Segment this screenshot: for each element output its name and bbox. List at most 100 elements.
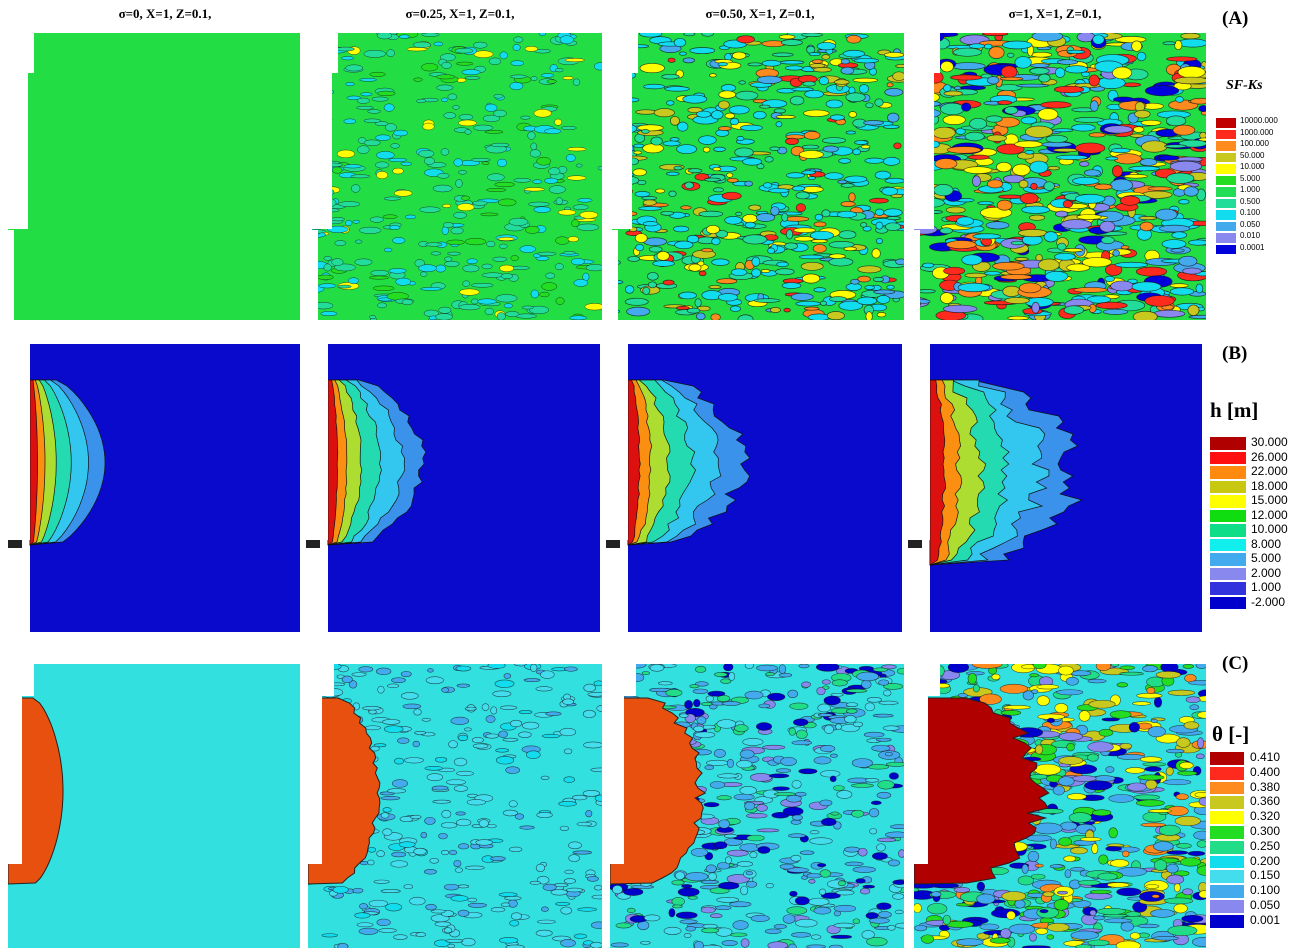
theta-contour-patch bbox=[523, 678, 541, 682]
theta-contour-patch bbox=[393, 934, 408, 940]
theta-contour-patch bbox=[694, 731, 716, 738]
ks-contour-patch bbox=[536, 251, 557, 256]
theta-contour-patch bbox=[732, 920, 749, 930]
theta-contour-patch bbox=[1125, 911, 1141, 917]
theta-contour-patch bbox=[871, 744, 891, 752]
ks-contour-patch bbox=[320, 311, 338, 317]
ks-contour-patch bbox=[470, 157, 491, 162]
ks-contour-patch bbox=[1012, 163, 1031, 176]
legend-swatch bbox=[1216, 210, 1236, 220]
theta-contour-patch bbox=[830, 934, 852, 939]
ks-contour-patch bbox=[726, 177, 739, 183]
ks-contour-patch bbox=[1177, 66, 1206, 79]
theta-contour-patch bbox=[953, 886, 971, 893]
theta-contour-patch bbox=[1132, 701, 1151, 706]
theta-contour-patch bbox=[820, 770, 841, 778]
theta-contour-patch bbox=[791, 740, 813, 746]
theta-contour-patch bbox=[455, 811, 466, 816]
ks-contour-patch bbox=[382, 214, 398, 219]
ks-contour-patch bbox=[627, 256, 641, 262]
theta-contour-patch bbox=[454, 867, 463, 873]
ks-contour-patch bbox=[886, 82, 894, 88]
ks-contour-patch bbox=[570, 258, 585, 266]
ks-contour-patch bbox=[769, 146, 780, 151]
ks-contour-patch bbox=[512, 43, 521, 51]
theta-contour-patch bbox=[1140, 822, 1167, 828]
theta-contour-patch bbox=[844, 846, 861, 853]
theta-contour-patch bbox=[1053, 899, 1069, 911]
theta-contour-patch bbox=[1155, 671, 1181, 679]
theta-contour-patch bbox=[498, 892, 518, 897]
ks-contour-patch bbox=[533, 109, 552, 118]
ks-contour-patch bbox=[821, 54, 831, 60]
theta-contour-patch bbox=[1133, 794, 1161, 801]
theta-contour-patch bbox=[360, 861, 369, 866]
theta-contour-patch bbox=[358, 666, 374, 673]
theta-contour-patch bbox=[596, 705, 602, 712]
theta-contour-patch bbox=[746, 813, 768, 819]
ks-contour-patch bbox=[726, 172, 734, 178]
ks-contour-patch bbox=[883, 208, 903, 217]
ks-contour-patch bbox=[635, 109, 658, 115]
legend-swatch bbox=[1210, 582, 1246, 595]
theta-contour-patch bbox=[999, 683, 1029, 694]
theta-contour-patch bbox=[1032, 664, 1047, 670]
ks-contour-patch bbox=[593, 62, 602, 71]
theta-contour-patch bbox=[391, 851, 407, 858]
theta-contour-patch bbox=[1029, 933, 1037, 942]
ks-contour-patch bbox=[967, 154, 990, 160]
theta-contour-patch bbox=[1058, 756, 1084, 765]
theta-contour-patch bbox=[576, 821, 593, 827]
ks-contour-patch bbox=[1198, 105, 1206, 113]
ks-contour-patch bbox=[418, 264, 437, 273]
ks-contour-patch bbox=[1134, 109, 1151, 119]
ks-contour-patch bbox=[1057, 59, 1079, 65]
theta-contour-patch bbox=[564, 666, 578, 672]
theta-contour-patch bbox=[560, 938, 576, 948]
theta-contour-patch bbox=[1049, 864, 1064, 869]
theta-contour-patch bbox=[1147, 726, 1166, 738]
ks-contour-patch bbox=[874, 208, 885, 216]
ks-contour-patch bbox=[356, 97, 370, 104]
theta-contour-patch bbox=[729, 932, 748, 937]
ks-contour-patch bbox=[358, 226, 382, 234]
theta-contour-patch bbox=[831, 679, 848, 687]
theta-contour-patch bbox=[799, 850, 815, 855]
ks-contour-patch bbox=[800, 261, 824, 271]
ks-contour-patch bbox=[585, 264, 602, 272]
ks-contour-patch bbox=[952, 47, 983, 57]
legend-value: 0.150 bbox=[1250, 868, 1281, 883]
ks-contour-patch bbox=[871, 248, 881, 259]
theta-contour-patch bbox=[475, 839, 493, 846]
ks-contour-patch bbox=[798, 150, 824, 159]
ks-contour-patch bbox=[1105, 156, 1119, 161]
theta-contour-patch bbox=[720, 678, 732, 684]
ks-contour-patch bbox=[567, 147, 587, 152]
theta-contour-patch bbox=[1039, 909, 1049, 914]
ks-contour-patch bbox=[881, 186, 899, 196]
ks-contour-patch bbox=[813, 287, 827, 293]
theta-contour-patch bbox=[791, 932, 812, 938]
ks-contour-patch bbox=[1112, 165, 1123, 178]
ks-contour-patch bbox=[334, 240, 347, 246]
theta-contour-patch bbox=[373, 879, 390, 884]
ks-contour-patch bbox=[1076, 214, 1102, 220]
theta-contour-patch bbox=[445, 938, 464, 943]
ks-contour-patch bbox=[829, 296, 847, 302]
ks-contour-patch bbox=[873, 289, 896, 295]
ks-contour-patch bbox=[481, 161, 490, 165]
ks-contour-patch bbox=[668, 190, 677, 197]
theta-contour-patch bbox=[1034, 763, 1062, 776]
ks-contour-patch bbox=[711, 258, 730, 266]
ks-contour-patch bbox=[530, 76, 538, 82]
ks-contour-patch bbox=[499, 51, 508, 60]
theta-contour-patch bbox=[1006, 910, 1016, 920]
theta-contour-patch bbox=[1066, 793, 1087, 801]
theta-contour-patch bbox=[461, 937, 476, 947]
theta-contour-patch bbox=[823, 695, 841, 706]
ks-contour-patch bbox=[821, 209, 831, 218]
theta-contour-patch bbox=[583, 683, 596, 692]
ks-contour-patch bbox=[819, 300, 828, 306]
wetting-front bbox=[308, 697, 381, 885]
ks-contour-patch bbox=[1078, 161, 1090, 167]
